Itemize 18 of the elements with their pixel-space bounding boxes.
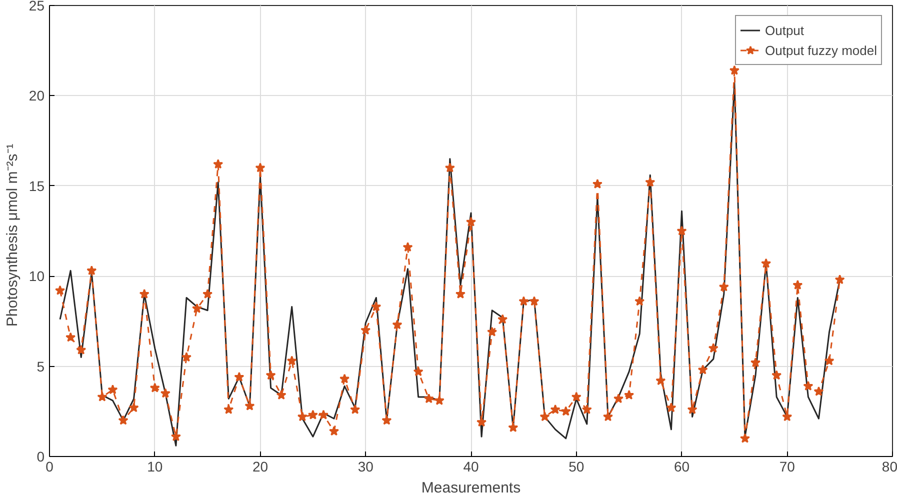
y-tick-label: 5 — [36, 358, 45, 374]
x-axis-title: Measurements — [421, 480, 521, 496]
legend-label: Output fuzzy model — [765, 42, 877, 58]
x-tick-label: 60 — [674, 458, 690, 474]
legend-label: Output — [765, 22, 804, 38]
y-tick-label: 20 — [28, 88, 45, 104]
y-tick-label: 10 — [28, 268, 45, 284]
y-tick-label: 15 — [28, 178, 45, 194]
x-tick-label: 50 — [568, 458, 584, 474]
y-tick-label: 0 — [36, 448, 45, 464]
x-tick-label: 30 — [358, 458, 374, 474]
x-tick-label: 70 — [779, 458, 796, 474]
y-tick-label: 25 — [28, 0, 45, 14]
y-axis-title: Photosynthesis μmol m⁻²s⁻¹ — [4, 144, 21, 327]
x-tick-label: 20 — [252, 458, 268, 474]
x-tick-label: 10 — [147, 458, 163, 474]
x-tick-label: 80 — [882, 458, 897, 474]
x-tick-label: 40 — [463, 458, 479, 474]
